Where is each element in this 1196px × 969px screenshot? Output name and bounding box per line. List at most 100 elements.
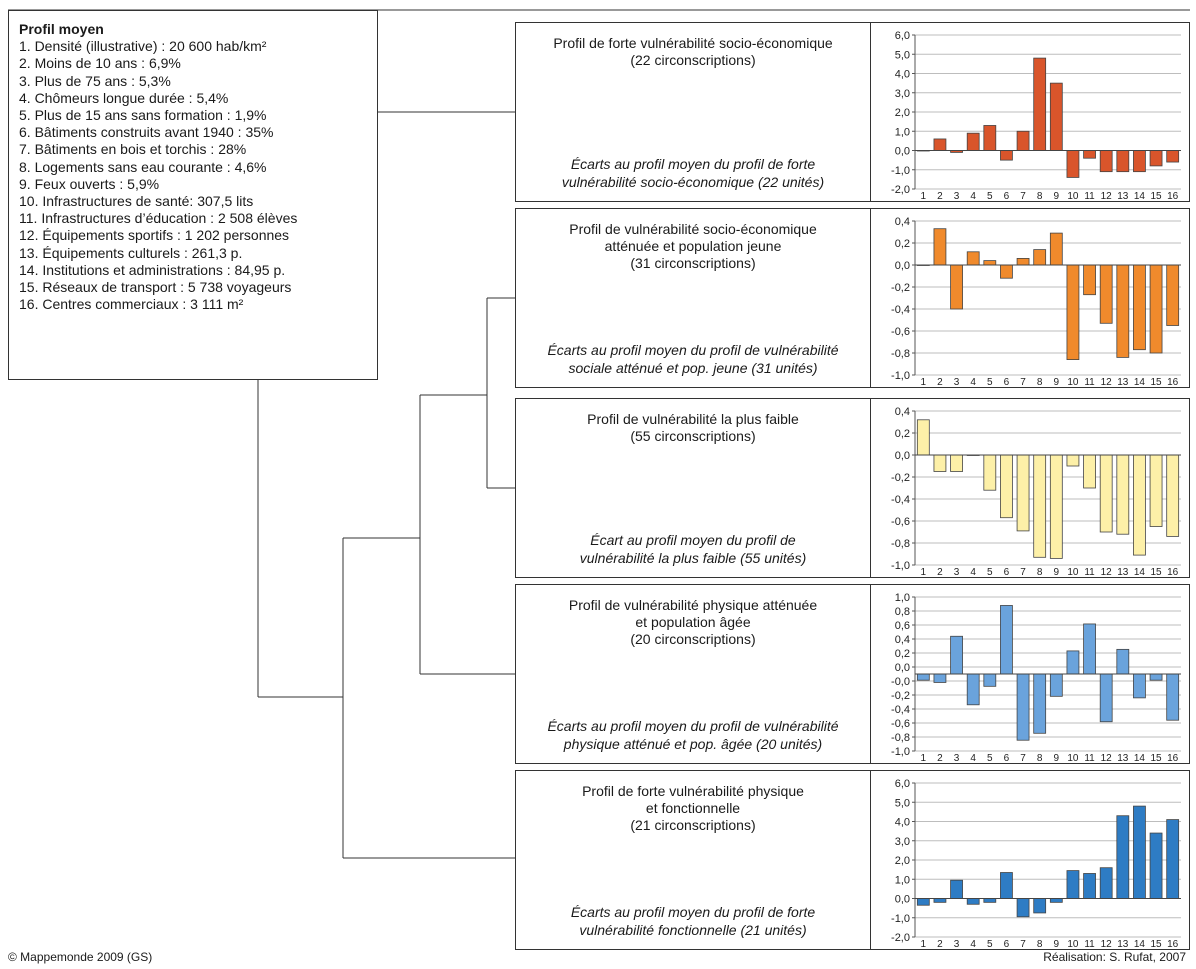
bar: [916, 419, 930, 456]
y-tick-label: -0,2: [891, 690, 910, 702]
y-tick-label: -1,0: [891, 370, 910, 382]
bar: [1133, 454, 1146, 556]
x-tick-label: 4: [970, 377, 976, 387]
y-tick-label: -1,0: [891, 746, 910, 758]
y-tick-label: 4,0: [895, 69, 910, 81]
bar: [983, 454, 997, 491]
bar: [983, 260, 997, 266]
x-tick-label: 15: [1151, 753, 1163, 763]
profile-title: Profil de forte vulnérabilité physique e…: [582, 783, 804, 833]
profile-subtitle: Écarts au profil moyen du profil de vuln…: [547, 342, 839, 376]
profile-panel-3: Profil de vulnérabilité la plus faible (…: [515, 398, 1190, 578]
legend-item: 14. Institutions et administrations : 84…: [19, 261, 286, 278]
x-tick-label: 11: [1084, 753, 1095, 763]
bar: [1066, 264, 1080, 360]
bar: [1049, 673, 1063, 697]
x-tick-label: 13: [1117, 939, 1129, 949]
chart-svg: 6,0 5,0 4,0 3,0 2,0 1,0 0,0 -1,0 -2,0 1 2 3 4 5 6 7 8 9 10…: [891, 778, 1181, 949]
bar: [933, 228, 947, 266]
bar: [966, 898, 980, 905]
x-tick-label: 10: [1067, 191, 1079, 201]
legend-item: 10. Infrastructures de santé: 307,5 lits: [19, 193, 254, 210]
bar: [1083, 264, 1096, 296]
x-tick-label: 8: [1037, 939, 1043, 949]
chart-svg: 0,4 0,2 0,0 -0,2 -0,4 -0,6 -0,8 -1,0 1 2 3 4 5 6 7 8 9 10…: [891, 216, 1181, 387]
profile-subtitle: Écarts au profil moyen du profil de fort…: [570, 904, 816, 938]
y-tick-label: 5,0: [895, 797, 910, 809]
x-tick-label: 13: [1117, 567, 1129, 577]
y-tick-label: -1,0: [891, 165, 910, 177]
bar: [1016, 130, 1030, 151]
x-tick-label: 8: [1037, 753, 1043, 763]
y-tick-label: 4,0: [895, 817, 910, 829]
profile-subtitle: Écart au profil moyen du profil de vulné…: [579, 532, 807, 566]
x-tick-label: 8: [1037, 567, 1043, 577]
x-tick-label: 13: [1117, 377, 1129, 387]
y-tick-label: 0,2: [895, 648, 910, 660]
y-tick-label: 0,0: [895, 662, 910, 674]
x-tick-label: 14: [1134, 567, 1146, 577]
x-tick-label: 1: [921, 377, 927, 387]
y-tick-label: 0,0: [895, 450, 910, 462]
bar: [1033, 673, 1047, 734]
bar: [1083, 623, 1096, 675]
bar: [1033, 898, 1047, 914]
y-tick-label: 0,0: [895, 260, 910, 272]
x-tick-label: 7: [1020, 753, 1026, 763]
x-tick-label: 3: [954, 939, 960, 949]
bar: [1049, 898, 1063, 903]
bar: [1033, 57, 1047, 151]
bar-chart-2: 0,4 0,2 0,0 -0,2 -0,4 -0,6 -0,8 -1,0 1 2 3 4 5 6 7 8 9 10…: [871, 209, 1189, 387]
bar: [1099, 867, 1113, 899]
bar-chart-4: 1,0 0,8 0,6 0,4 0,2 0,0 -0,0 -0,2 -0,4 -0,6 -0,8 -1…: [871, 585, 1189, 763]
y-tick-label: -0,8: [891, 732, 910, 744]
x-tick-label: 2: [937, 567, 943, 577]
y-tick-label: -0,6: [891, 718, 910, 730]
bar-chart-5: 6,0 5,0 4,0 3,0 2,0 1,0 0,0 -1,0 -2,0 1 2 3 4 5 6 7 8 9 10…: [871, 771, 1189, 949]
x-tick-label: 1: [921, 753, 927, 763]
x-tick-label: 7: [1020, 191, 1026, 201]
bar: [983, 898, 997, 903]
chart-svg: 0,4 0,2 0,0 -0,2 -0,4 -0,6 -0,8 -1,0 1 2 3 4 5 6 7 8 9 10…: [891, 406, 1181, 577]
legend-item: 9. Feux ouverts : 5,9%: [19, 175, 160, 192]
y-tick-label: 1,0: [895, 126, 910, 138]
x-tick-label: 3: [954, 567, 960, 577]
x-tick-label: 6: [1004, 939, 1010, 949]
y-tick-label: 0,2: [895, 238, 910, 250]
y-tick-label: -2,0: [891, 932, 910, 944]
legend-list: 1. Densité (illustrative) : 20 600 hab/k…: [19, 38, 367, 313]
legend-item: 16. Centres commerciaux : 3 111 m²: [19, 296, 244, 313]
y-tick-label: 2,0: [895, 855, 910, 867]
y-tick-label: 6,0: [895, 778, 910, 790]
bar: [1149, 454, 1163, 527]
profile-panel-5: Profil de forte vulnérabilité physique e…: [515, 770, 1190, 950]
bar: [1066, 870, 1080, 899]
x-tick-label: 11: [1084, 939, 1095, 949]
legend-item: 3. Plus de 75 ans : 5,3%: [19, 72, 171, 89]
bar: [1166, 150, 1180, 163]
x-tick-label: 5: [987, 753, 993, 763]
bar: [1116, 648, 1130, 675]
chart-svg: 1,0 0,8 0,6 0,4 0,2 0,0 -0,0 -0,2 -0,4 -0,6 -0,8 -1…: [891, 592, 1181, 763]
bar: [1166, 454, 1180, 537]
profile-panel-1: Profil de forte vulnérabilité socio-écon…: [515, 22, 1190, 202]
legend-item: 5. Plus de 15 ans sans formation : 1,9%: [19, 107, 267, 124]
bar: [1049, 454, 1063, 559]
x-tick-label: 11: [1084, 191, 1095, 201]
legend-box: Profil moyen 1. Densité (illustrative) :…: [8, 10, 378, 380]
y-tick-label: -0,4: [891, 304, 910, 316]
x-tick-label: 2: [937, 191, 943, 201]
x-tick-label: 10: [1067, 377, 1079, 387]
y-tick-label: -0,4: [891, 704, 910, 716]
x-tick-label: 6: [1004, 567, 1010, 577]
y-tick-label: 6,0: [895, 30, 910, 42]
x-tick-label: 3: [954, 377, 960, 387]
x-tick-label: 2: [937, 939, 943, 949]
bar: [1083, 873, 1096, 899]
bar: [1149, 150, 1163, 167]
bar: [1000, 264, 1013, 279]
bar: [916, 898, 930, 906]
profile-title: Profil de vulnérabilité la plus faible (…: [587, 411, 799, 444]
x-tick-label: 8: [1037, 377, 1043, 387]
y-tick-label: 0,4: [895, 216, 910, 228]
